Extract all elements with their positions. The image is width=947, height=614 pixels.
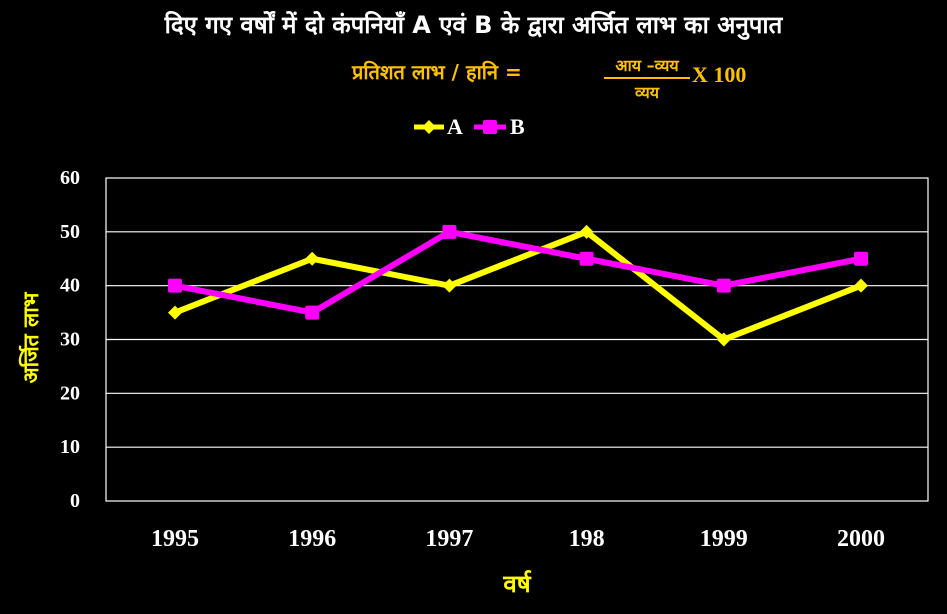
series-b-point <box>442 224 457 239</box>
y-tick-label: 50 <box>60 221 80 243</box>
series-a-point <box>305 251 320 266</box>
series-b-point <box>168 278 182 293</box>
y-tick-label: 10 <box>60 436 80 458</box>
x-tick-label: 1996 <box>288 526 336 552</box>
x-axis-title: वर्ष <box>502 570 531 598</box>
formula-denominator: व्यय <box>634 83 660 102</box>
series-a-point <box>168 305 182 320</box>
x-tick-label: 2000 <box>837 526 885 552</box>
y-tick-label: 20 <box>60 382 80 404</box>
formula-numerator: आय –व्यय <box>604 54 690 79</box>
series-a-point <box>579 224 594 239</box>
series-b-point <box>854 251 868 266</box>
legend-b-label: B <box>510 114 525 139</box>
chart-title: दिए गए वर्षों में दो कंपनियाँ A एवं B के… <box>164 11 783 39</box>
x-tick-label: 1997 <box>425 526 473 552</box>
y-tick-label: 60 <box>60 167 80 189</box>
series-b-point <box>305 305 320 320</box>
x-tick-label: 198 <box>569 526 605 552</box>
y-tick-label: 40 <box>60 275 80 297</box>
series-b-point <box>579 251 594 266</box>
formula-lhs: प्रतिशत लाभ / हानि = <box>352 60 522 84</box>
formula-fraction: आय –व्यय व्यय <box>604 54 690 103</box>
y-tick-label: 30 <box>60 329 80 351</box>
y-axis-title: अर्जित लाभ <box>18 291 43 383</box>
x-tick-label: 1999 <box>700 526 748 552</box>
series-a-point <box>442 278 457 293</box>
series-b-line <box>174 228 862 316</box>
series-a-line <box>173 228 863 343</box>
formula-multiplier: X 100 <box>692 62 747 87</box>
series-a-point <box>854 278 868 293</box>
series-b-point <box>716 278 731 293</box>
legend-b-marker <box>483 120 497 134</box>
legend-a-marker <box>422 120 436 134</box>
y-tick-label: 0 <box>70 490 80 512</box>
x-tick-label: 1995 <box>151 526 199 552</box>
series-a-point <box>716 332 731 347</box>
legend-a-label: A <box>447 114 463 139</box>
